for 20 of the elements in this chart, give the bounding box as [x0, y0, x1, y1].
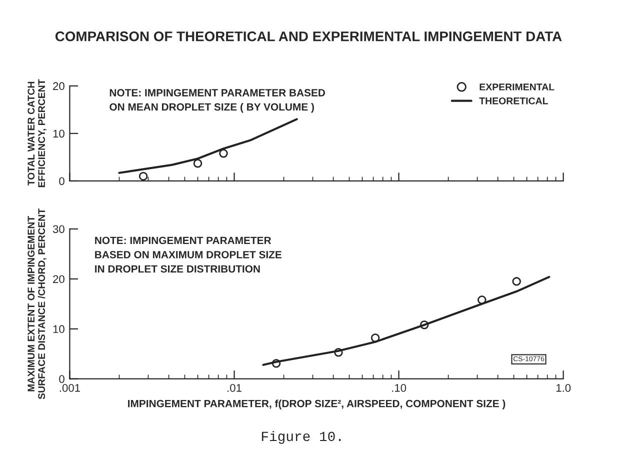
legend-label: THEORETICAL — [479, 97, 548, 104]
annotation: NOTE: IMPINGEMENT PARAMETER BASED ON MAXIMUM DROPLET SIZE IN DROPLET SIZE DISTRIBUTION — [95, 236, 282, 273]
x-axis-title: IMPINGEMENT PARAMETER, f(DROP SIZE², AIRSPEED, COMPONENT SIZE ) — [128, 400, 506, 410]
y-tick-label: 0 — [59, 375, 64, 383]
y-axis-title: TOTAL WATER CATCH EFFICIENCY, PERCENT — [28, 79, 46, 188]
caption: Figure 10. — [262, 430, 341, 444]
annotation: NOTE: IMPINGEMENT PARAMETER BASED ON MEAN DROPLET SIZE ( BY VOLUME ) — [110, 89, 326, 113]
y-tick-label: 10 — [53, 325, 64, 334]
chart-title: COMPARISON OF THEORETICAL AND EXPERIMENTAL IMPINGEMENT DATA — [55, 31, 562, 42]
y-tick-label: 20 — [53, 82, 64, 90]
y-tick-label: 0 — [59, 177, 64, 186]
y-tick-label: 30 — [52, 225, 64, 234]
x-tick-label: 1.0 — [556, 384, 571, 392]
x-tick-label: .01 — [228, 384, 242, 392]
y-axis-title: MAXIMUM EXTENT OF IMPINGEMENT SURFACE DISTANCE /CHORD, PERCENT — [28, 208, 46, 400]
legend-label: EXPERIMENTAL — [480, 84, 554, 90]
x-tick-label: .001 — [60, 384, 80, 392]
x-tick-label: .10 — [392, 384, 406, 392]
y-tick-label: 10 — [53, 130, 64, 138]
y-tick-label: 20 — [53, 275, 64, 284]
